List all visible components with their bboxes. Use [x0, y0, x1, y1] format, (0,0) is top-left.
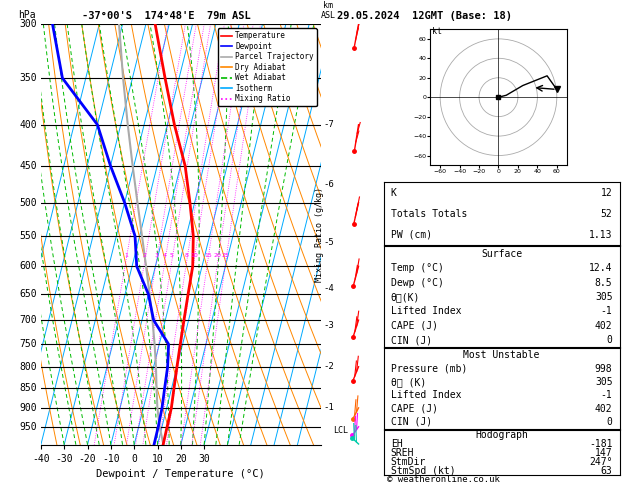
Text: -1: -1 [601, 306, 613, 316]
Text: Mixing Ratio (g/kg): Mixing Ratio (g/kg) [314, 187, 324, 282]
Text: 8: 8 [185, 253, 189, 259]
Text: Lifted Index: Lifted Index [391, 306, 461, 316]
Text: 750: 750 [19, 339, 36, 349]
Text: θᴇ (K): θᴇ (K) [391, 377, 426, 387]
Text: CAPE (J): CAPE (J) [391, 403, 438, 414]
Text: 3: 3 [155, 253, 159, 259]
Text: Most Unstable: Most Unstable [464, 350, 540, 360]
Text: -181: -181 [589, 439, 613, 449]
X-axis label: Dewpoint / Temperature (°C): Dewpoint / Temperature (°C) [96, 469, 265, 479]
Text: 700: 700 [19, 315, 36, 325]
Text: 10: 10 [190, 253, 198, 259]
Text: -5: -5 [323, 238, 334, 247]
Text: 900: 900 [19, 403, 36, 413]
Text: 15: 15 [204, 253, 212, 259]
Text: -6: -6 [323, 180, 334, 189]
Text: 305: 305 [595, 377, 613, 387]
Text: Lifted Index: Lifted Index [391, 390, 461, 400]
Text: -3: -3 [323, 321, 334, 330]
Text: EH: EH [391, 439, 403, 449]
Text: 402: 402 [595, 403, 613, 414]
Text: 52: 52 [601, 209, 613, 219]
Text: Dewp (°C): Dewp (°C) [391, 278, 443, 288]
Text: -7: -7 [323, 120, 334, 129]
Text: 550: 550 [19, 231, 36, 241]
Text: 305: 305 [595, 292, 613, 302]
Text: CIN (J): CIN (J) [391, 417, 432, 427]
Text: 1.13: 1.13 [589, 230, 613, 240]
Text: Temp (°C): Temp (°C) [391, 263, 443, 273]
Text: kt: kt [432, 27, 442, 36]
Text: km
ASL: km ASL [321, 0, 336, 20]
Text: -4: -4 [323, 284, 334, 294]
Text: 12: 12 [601, 188, 613, 198]
Text: 12.4: 12.4 [589, 263, 613, 273]
Text: 650: 650 [19, 289, 36, 299]
Text: 29.05.2024  12GMT (Base: 18): 29.05.2024 12GMT (Base: 18) [337, 11, 511, 21]
Text: 4: 4 [163, 253, 167, 259]
Text: 850: 850 [19, 383, 36, 393]
Text: -1: -1 [601, 390, 613, 400]
Text: PW (cm): PW (cm) [391, 230, 432, 240]
Text: Totals Totals: Totals Totals [391, 209, 467, 219]
Text: 350: 350 [19, 73, 36, 83]
Text: θᴇ(K): θᴇ(K) [391, 292, 420, 302]
Text: LCL: LCL [333, 426, 348, 435]
Text: © weatheronline.co.uk: © weatheronline.co.uk [387, 474, 499, 484]
Text: 402: 402 [595, 321, 613, 331]
Text: 2: 2 [143, 253, 147, 259]
Text: 600: 600 [19, 261, 36, 271]
Text: -37°00'S  174°48'E  79m ASL: -37°00'S 174°48'E 79m ASL [82, 11, 250, 21]
Text: 5: 5 [170, 253, 174, 259]
Text: 0: 0 [606, 335, 613, 345]
Text: K: K [391, 188, 397, 198]
Text: 20: 20 [214, 253, 222, 259]
Legend: Temperature, Dewpoint, Parcel Trajectory, Dry Adiabat, Wet Adiabat, Isotherm, Mi: Temperature, Dewpoint, Parcel Trajectory… [218, 28, 317, 106]
Text: hPa: hPa [18, 10, 36, 20]
Text: Hodograph: Hodograph [475, 430, 528, 440]
Text: CIN (J): CIN (J) [391, 335, 432, 345]
Text: Surface: Surface [481, 249, 522, 259]
Text: 300: 300 [19, 19, 36, 29]
Text: 8.5: 8.5 [595, 278, 613, 288]
Text: -2: -2 [323, 362, 334, 371]
Text: 998: 998 [595, 364, 613, 374]
Text: 400: 400 [19, 120, 36, 130]
Text: 1: 1 [124, 253, 128, 259]
Text: Pressure (mb): Pressure (mb) [391, 364, 467, 374]
Text: -1: -1 [323, 403, 334, 413]
Text: CAPE (J): CAPE (J) [391, 321, 438, 331]
Text: 800: 800 [19, 362, 36, 372]
Text: 950: 950 [19, 422, 36, 432]
Text: StmDir: StmDir [391, 457, 426, 467]
Text: 247°: 247° [589, 457, 613, 467]
Text: 147: 147 [595, 448, 613, 458]
Text: StmSpd (kt): StmSpd (kt) [391, 466, 455, 476]
Text: 63: 63 [601, 466, 613, 476]
Text: 450: 450 [19, 161, 36, 171]
Text: 500: 500 [19, 198, 36, 208]
Text: SREH: SREH [391, 448, 415, 458]
Text: 0: 0 [606, 417, 613, 427]
Text: 25: 25 [222, 253, 230, 259]
